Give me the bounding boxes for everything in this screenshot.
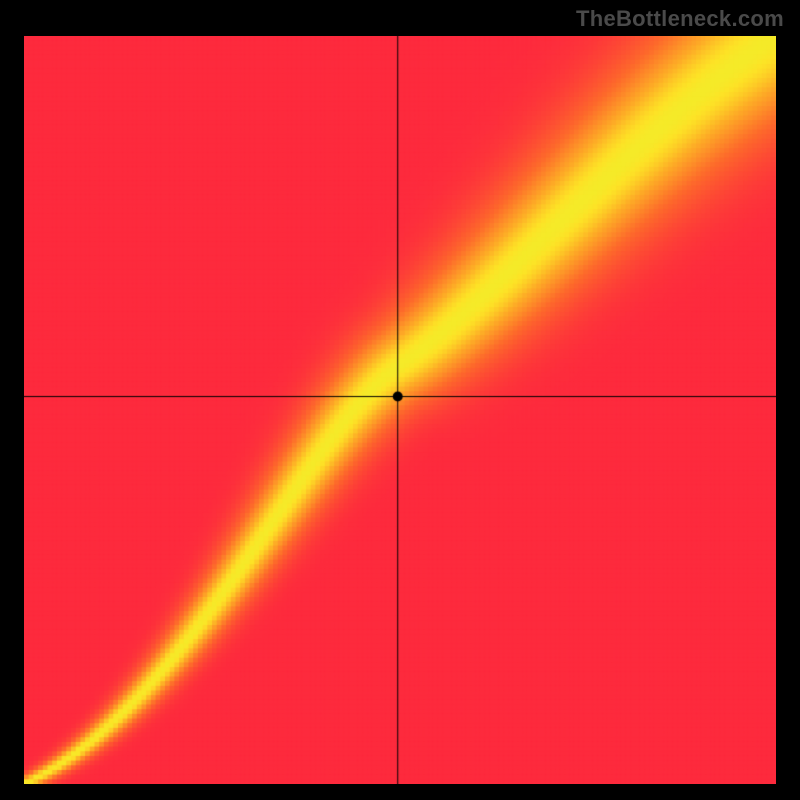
heatmap-plot-area bbox=[24, 36, 776, 784]
page-frame: TheBottleneck.com bbox=[0, 0, 800, 800]
attribution-text: TheBottleneck.com bbox=[576, 6, 784, 32]
heatmap-canvas bbox=[24, 36, 776, 784]
